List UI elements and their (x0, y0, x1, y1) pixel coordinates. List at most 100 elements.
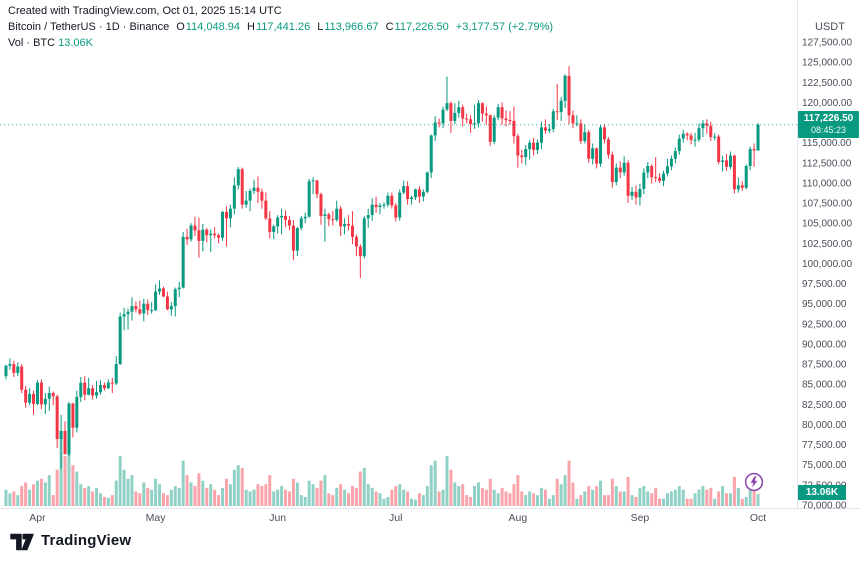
candle[interactable] (12, 360, 16, 377)
candle[interactable] (287, 215, 291, 231)
candle[interactable] (154, 284, 158, 311)
candle[interactable] (398, 189, 402, 221)
candle[interactable] (217, 233, 221, 244)
candle[interactable] (595, 147, 599, 169)
candle[interactable] (201, 223, 205, 252)
candle[interactable] (413, 188, 417, 200)
candle[interactable] (445, 76, 449, 112)
candle[interactable] (295, 227, 299, 257)
candle[interactable] (370, 198, 374, 221)
candle[interactable] (654, 157, 658, 183)
candle[interactable] (189, 223, 193, 242)
candle[interactable] (705, 119, 709, 134)
candle[interactable] (35, 380, 39, 406)
candle[interactable] (453, 103, 457, 125)
candle[interactable] (528, 140, 532, 160)
candle[interactable] (122, 307, 126, 331)
candle[interactable] (307, 178, 311, 218)
candle[interactable] (39, 379, 43, 410)
candle[interactable] (130, 297, 134, 321)
candle[interactable] (366, 208, 370, 229)
candle[interactable] (205, 228, 209, 243)
candle[interactable] (55, 394, 59, 448)
candle[interactable] (236, 167, 240, 190)
candle[interactable] (449, 101, 453, 133)
candle[interactable] (736, 177, 740, 193)
candle[interactable] (193, 216, 197, 237)
candle[interactable] (429, 134, 433, 179)
candle[interactable] (563, 74, 567, 109)
candle[interactable] (244, 190, 248, 208)
candle[interactable] (91, 385, 95, 400)
candle[interactable] (721, 155, 725, 172)
candle[interactable] (248, 188, 252, 212)
candle[interactable] (315, 179, 319, 199)
candle[interactable] (95, 381, 99, 399)
candle[interactable] (240, 167, 244, 209)
candle[interactable] (106, 379, 110, 390)
candle[interactable] (209, 229, 213, 253)
candle[interactable] (331, 211, 335, 226)
candle[interactable] (473, 104, 477, 129)
candle[interactable] (260, 188, 264, 209)
candle[interactable] (559, 96, 563, 121)
candle[interactable] (386, 192, 390, 208)
candle[interactable] (79, 376, 83, 402)
candle[interactable] (173, 287, 177, 317)
candle[interactable] (740, 181, 744, 191)
candle[interactable] (228, 204, 232, 228)
candle[interactable] (8, 358, 12, 370)
candle[interactable] (480, 102, 484, 122)
candle[interactable] (728, 151, 732, 170)
candle[interactable] (197, 217, 201, 258)
candle[interactable] (51, 391, 55, 406)
candle[interactable] (567, 66, 571, 125)
candle[interactable] (134, 301, 138, 313)
candle[interactable] (335, 200, 339, 222)
candle[interactable] (272, 224, 276, 240)
candle[interactable] (634, 185, 638, 205)
candle[interactable] (697, 123, 701, 142)
candle[interactable] (126, 308, 130, 330)
candle[interactable] (98, 380, 102, 395)
candle[interactable] (165, 291, 169, 311)
candle[interactable] (571, 110, 575, 129)
candle[interactable] (284, 210, 288, 228)
candle[interactable] (421, 189, 425, 202)
candle[interactable] (748, 146, 752, 171)
candle[interactable] (32, 390, 36, 415)
candle[interactable] (508, 111, 512, 125)
candle[interactable] (437, 118, 441, 128)
candle[interactable] (350, 211, 354, 245)
candle[interactable] (347, 215, 351, 231)
candle[interactable] (465, 113, 469, 124)
candle[interactable] (299, 215, 303, 231)
candle[interactable] (555, 83, 559, 121)
candle[interactable] (146, 299, 150, 315)
candle[interactable] (20, 364, 24, 394)
candle[interactable] (701, 120, 705, 138)
candle[interactable] (102, 382, 106, 391)
candle[interactable] (732, 154, 736, 194)
candle[interactable] (177, 281, 181, 298)
time-axis[interactable]: Apr May Jun Jul Aug Sep Oct (29, 512, 766, 524)
candle[interactable] (669, 155, 673, 171)
candle[interactable] (362, 215, 366, 259)
candle[interactable] (425, 171, 429, 194)
candle[interactable] (75, 390, 79, 433)
candle[interactable] (630, 186, 634, 200)
candle[interactable] (264, 192, 268, 220)
candle[interactable] (752, 143, 756, 167)
symbol-title[interactable]: Bitcoin / TetherUS · 1D · Binance (8, 21, 170, 33)
price-axis[interactable]: 127,500.00 125,000.00 122,500.00 120,000.00… (802, 38, 852, 512)
candle[interactable] (536, 139, 540, 154)
candle[interactable] (496, 104, 500, 121)
candle[interactable] (433, 116, 437, 142)
candle[interactable] (268, 211, 272, 239)
candle[interactable] (626, 160, 630, 204)
candle[interactable] (662, 170, 666, 187)
candle[interactable] (547, 124, 551, 133)
candle[interactable] (114, 356, 118, 386)
candle[interactable] (488, 114, 492, 146)
candle[interactable] (4, 364, 8, 380)
